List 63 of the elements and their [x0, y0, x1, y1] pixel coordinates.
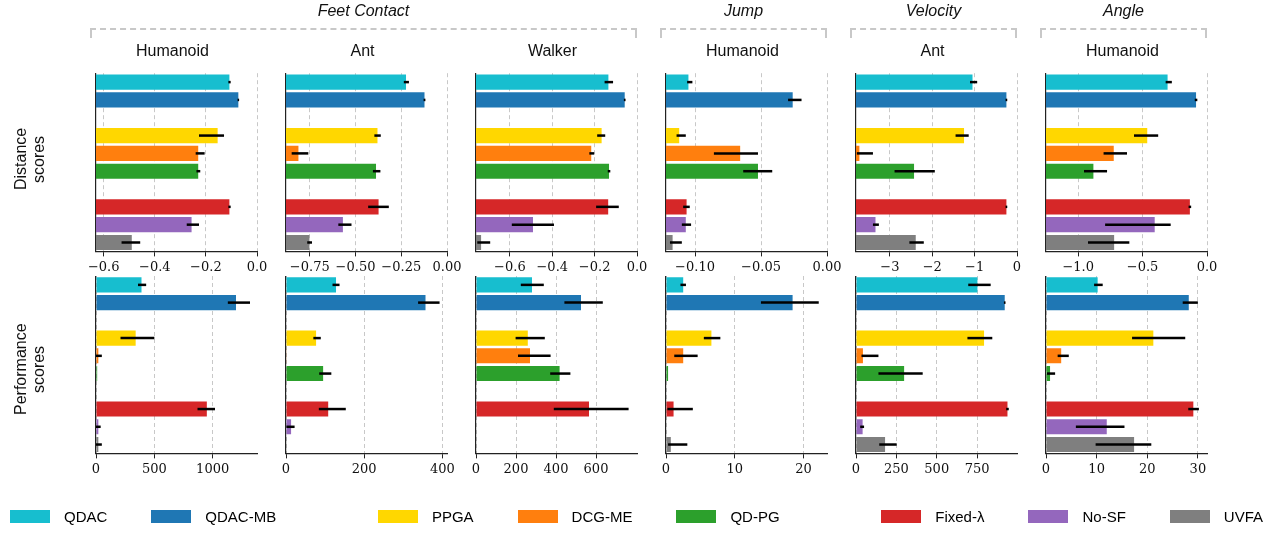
x-tick-label: 400 [543, 460, 569, 476]
x-tick-label: 600 [583, 460, 609, 476]
x-tick-label: 750 [964, 460, 990, 476]
chart-title: Humanoid [706, 42, 779, 60]
legend-label: QDAC [64, 508, 108, 525]
x-tick-label: −3 [880, 258, 900, 274]
x-tick-label: −0.4 [536, 258, 569, 274]
y-axis-title: Distance scores [12, 126, 48, 192]
x-tick-label: 0.0 [1196, 258, 1218, 274]
x-tick-label: −0.6 [494, 258, 526, 274]
text: Feet Contact [316, 2, 411, 20]
x-tick-label: −2 [922, 258, 942, 274]
x-tick-label: −0.6 [87, 258, 120, 274]
x-tick-label: 250 [883, 460, 909, 476]
chart-title: Ant [350, 42, 376, 60]
text: Jump [722, 2, 765, 20]
x-tick-label: 0.00 [812, 258, 842, 274]
legend-label: No-SF [1082, 508, 1126, 525]
x-tick-label: −1.0 [1062, 258, 1094, 274]
x-tick-label: −0.05 [741, 258, 781, 274]
x-tick-label: 0 [471, 460, 481, 476]
x-tick-label: −0.4 [138, 258, 171, 274]
x-tick-label: 0 [1041, 460, 1051, 476]
x-tick-label: −0.75 [289, 258, 330, 274]
legend-label: QDAC-MB [205, 508, 277, 525]
x-tick-label: 20 [1138, 460, 1156, 476]
x-tick-label: 10 [1088, 460, 1105, 476]
x-tick-label: 10 [726, 460, 744, 476]
legend-label: Fixed-λ [935, 508, 985, 525]
x-tick-label: 500 [141, 460, 167, 476]
x-tick-label: 0.00 [432, 258, 462, 274]
chart-title: Humanoid [1086, 42, 1159, 60]
x-tick-label: −0.50 [335, 258, 376, 274]
x-tick-label: −0.10 [675, 258, 715, 274]
x-tick-label: 0.0 [626, 258, 648, 274]
legend-label: DCG-ME [571, 508, 633, 525]
legend-label: UVFA [1223, 508, 1263, 525]
x-tick-label: 0 [91, 460, 101, 476]
legend-label: PPGA [431, 508, 474, 525]
chart-title: Humanoid [136, 42, 209, 60]
x-tick-label: −0.25 [381, 258, 422, 274]
y-axis-title: Performance scores [12, 322, 48, 417]
x-tick-label: −0.5 [1126, 258, 1159, 274]
x-tick-label: 0 [661, 460, 671, 476]
x-tick-label: −0.2 [578, 258, 611, 274]
text: Velocity [904, 2, 963, 20]
x-tick-label: 200 [503, 460, 529, 476]
x-tick-label: 1000 [196, 460, 230, 476]
x-tick-label: 20 [795, 460, 812, 476]
chart-title: Walker [527, 42, 578, 60]
chart-title: Ant [920, 42, 946, 60]
x-tick-label: −1 [965, 258, 985, 274]
x-tick-label: −0.2 [190, 258, 222, 274]
legend-label: QD-PG [730, 508, 780, 525]
text: Angle [1101, 2, 1145, 20]
x-tick-label: 400 [429, 460, 455, 476]
x-tick-label: 0 [1012, 258, 1022, 274]
x-tick-label: 0 [281, 460, 291, 476]
x-tick-label: 0.0 [246, 258, 268, 274]
x-tick-label: 0 [851, 460, 861, 476]
x-tick-label: 200 [351, 460, 377, 476]
x-tick-label: 500 [924, 460, 950, 476]
x-tick-label: 30 [1189, 460, 1207, 476]
